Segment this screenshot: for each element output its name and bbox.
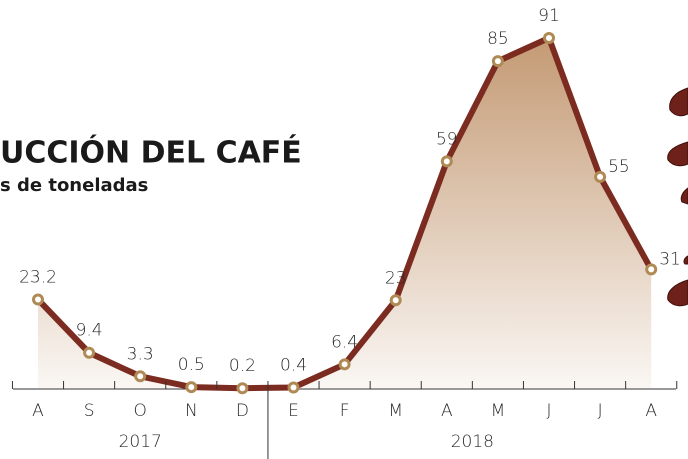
value-label: 55 bbox=[608, 157, 630, 177]
x-tick-label: A bbox=[441, 401, 453, 421]
value-label: 0.4 bbox=[280, 355, 307, 375]
value-label: 0.2 bbox=[229, 356, 256, 376]
leaves bbox=[668, 88, 688, 306]
value-label: 3.3 bbox=[127, 344, 154, 364]
chart-title: UCCIÓN DEL CAFÉ bbox=[0, 134, 302, 171]
x-tick-label: N bbox=[185, 401, 198, 421]
point bbox=[289, 383, 298, 392]
value-label: 0.5 bbox=[178, 355, 205, 375]
x-tick-label: A bbox=[645, 401, 657, 421]
chart-subtitle: s de toneladas bbox=[0, 175, 148, 196]
x-tick-label: D bbox=[236, 401, 249, 421]
chart: UCCIÓN DEL CAFÉ s de toneladas 23.2 A 9.4 S… bbox=[0, 0, 688, 459]
x-tick-label: M bbox=[491, 401, 506, 421]
x-tick-label: J bbox=[598, 401, 603, 421]
x-tick-label: O bbox=[134, 401, 147, 421]
value-label: 6.4 bbox=[331, 332, 358, 352]
point bbox=[647, 265, 656, 274]
value-label: 85 bbox=[487, 29, 509, 49]
point bbox=[545, 34, 554, 43]
point bbox=[391, 296, 400, 305]
point bbox=[340, 360, 349, 369]
point bbox=[85, 348, 94, 357]
point bbox=[187, 383, 196, 392]
year-label: 2017 bbox=[119, 432, 162, 452]
value-label: 23.2 bbox=[19, 268, 57, 288]
year-label: 2018 bbox=[451, 432, 494, 452]
x-tick-label: E bbox=[288, 401, 299, 421]
x-tick-label: M bbox=[388, 401, 403, 421]
value-label: 23 bbox=[385, 268, 407, 288]
point bbox=[34, 295, 43, 304]
value-label: 59 bbox=[436, 129, 458, 149]
point bbox=[596, 172, 605, 181]
point bbox=[238, 384, 247, 393]
x-tick-label: S bbox=[84, 401, 95, 421]
point bbox=[136, 372, 145, 381]
x-tick-label: J bbox=[546, 401, 551, 421]
point bbox=[493, 57, 502, 66]
value-label: 91 bbox=[538, 6, 560, 26]
value-label: 31 bbox=[659, 249, 681, 269]
x-tick-label: A bbox=[32, 401, 44, 421]
x-tick-label: F bbox=[340, 401, 350, 421]
value-label: 9.4 bbox=[76, 321, 103, 341]
point bbox=[442, 157, 451, 166]
